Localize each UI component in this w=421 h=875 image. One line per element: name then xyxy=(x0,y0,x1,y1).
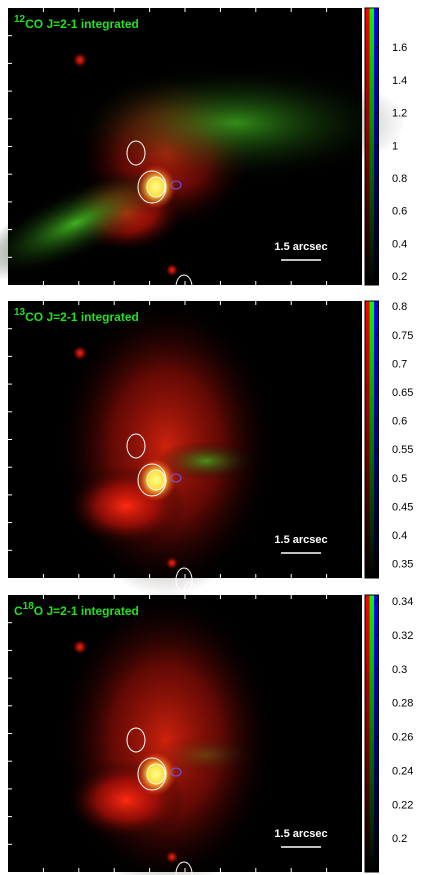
title-part: 13 xyxy=(14,307,26,318)
colorbar-stripe xyxy=(374,8,379,285)
colorbar-stripe xyxy=(369,8,374,285)
colorbar-tick-label: 0.28 xyxy=(392,698,413,710)
colorbar-tick-label: 0.34 xyxy=(392,596,413,608)
colorbar-tick-label: 0.6 xyxy=(392,206,407,218)
star xyxy=(72,639,88,655)
star xyxy=(72,345,88,361)
colorbar-tick-label: 0.55 xyxy=(392,444,413,456)
colorbar-tick-label: 1 xyxy=(392,140,398,152)
core xyxy=(136,165,176,209)
colorbar-tick-label: 0.2 xyxy=(392,271,407,283)
colorbar-tick-label: 0.24 xyxy=(392,765,413,777)
contour xyxy=(146,763,166,785)
star xyxy=(165,556,179,570)
colorbar-tick-label: 0.3 xyxy=(392,664,407,676)
colorbar-tick-label: 0.2 xyxy=(392,833,407,845)
contour xyxy=(126,727,146,753)
colorbar-tick-label: 0.7 xyxy=(392,358,407,370)
green-emission xyxy=(66,63,406,183)
contour xyxy=(170,180,182,190)
panel-title: C18O J=2-1 integrated xyxy=(14,601,139,618)
core xyxy=(136,458,176,502)
colorbar-tick-label: 0.22 xyxy=(392,799,413,811)
colorbar-tick-label: 0.26 xyxy=(392,732,413,744)
green-emission xyxy=(156,735,256,775)
colorbar-stripe xyxy=(369,301,374,578)
title-part: 12 xyxy=(14,14,26,25)
title-part: 18 xyxy=(23,601,35,612)
colorbar-frame xyxy=(364,300,379,579)
colorbar-tick-label: 0.75 xyxy=(392,330,413,342)
colorbar-tick-label: 1.6 xyxy=(392,42,407,54)
colorbar-tick-label: 0.4 xyxy=(392,530,407,542)
colorbar-frame xyxy=(364,594,379,873)
colorbar-tick-label: 0.5 xyxy=(392,473,407,485)
panel-title: 12CO J=2-1 integrated xyxy=(14,14,139,31)
colorbar-stripe xyxy=(369,595,374,872)
scale-label: 1.5 arcsec xyxy=(274,828,327,840)
colorbar-tick-label: 0.32 xyxy=(392,630,413,642)
core xyxy=(136,752,176,796)
contour xyxy=(146,176,166,198)
colorbar-tick-label: 0.65 xyxy=(392,387,413,399)
colorbar-tick-label: 1.4 xyxy=(392,75,407,87)
contour xyxy=(175,861,193,875)
contour xyxy=(126,140,146,166)
star xyxy=(72,52,88,68)
scale-label: 1.5 arcsec xyxy=(274,241,327,253)
title-part: CO J=2-1 integrated xyxy=(25,310,139,324)
colorbar-stripe xyxy=(365,301,370,578)
panel: 12CO J=2-1 integrated 1.5 arcsec 0.2 0.4 0.6… xyxy=(0,7,407,314)
colorbar-frame xyxy=(364,7,379,286)
panel-title: 13CO J=2-1 integrated xyxy=(14,307,139,324)
contour xyxy=(126,433,146,459)
contour xyxy=(137,170,167,204)
colorbar-stripe xyxy=(365,595,370,872)
colorbar-tick-label: 0.8 xyxy=(392,173,407,185)
star xyxy=(165,850,179,864)
contour xyxy=(137,757,167,791)
green-emission xyxy=(0,166,177,280)
contour xyxy=(170,473,182,483)
green-emission xyxy=(156,441,256,481)
colorbar-stripe xyxy=(374,301,379,578)
colorbar-tick-label: 0.8 xyxy=(392,301,407,313)
colorbar-tick-label: 0.6 xyxy=(392,416,407,428)
panel: 13CO J=2-1 integrated 1.5 arcsec 0.35 0.4 0.… xyxy=(8,296,413,607)
colorbar-stripe xyxy=(365,8,370,285)
title-part: O J=2-1 integrated xyxy=(34,604,139,618)
colorbar-tick-label: 0.4 xyxy=(392,238,407,250)
colorbar-tick-label: 0.45 xyxy=(392,501,413,513)
red-emission xyxy=(56,296,276,596)
contour xyxy=(146,469,166,491)
colorbar-stripe xyxy=(374,595,379,872)
panel: C18O J=2-1 integrated 1.5 arcsec 0.2 0.22 0.… xyxy=(8,590,413,875)
star xyxy=(165,263,179,277)
contour xyxy=(170,767,182,777)
colorbar-tick-label: 1.2 xyxy=(392,108,407,120)
title-part: CO J=2-1 integrated xyxy=(25,17,139,31)
contour xyxy=(137,463,167,497)
scale-label: 1.5 arcsec xyxy=(274,534,327,546)
title-part: C xyxy=(14,604,23,618)
colorbar-tick-label: 0.35 xyxy=(392,559,413,571)
